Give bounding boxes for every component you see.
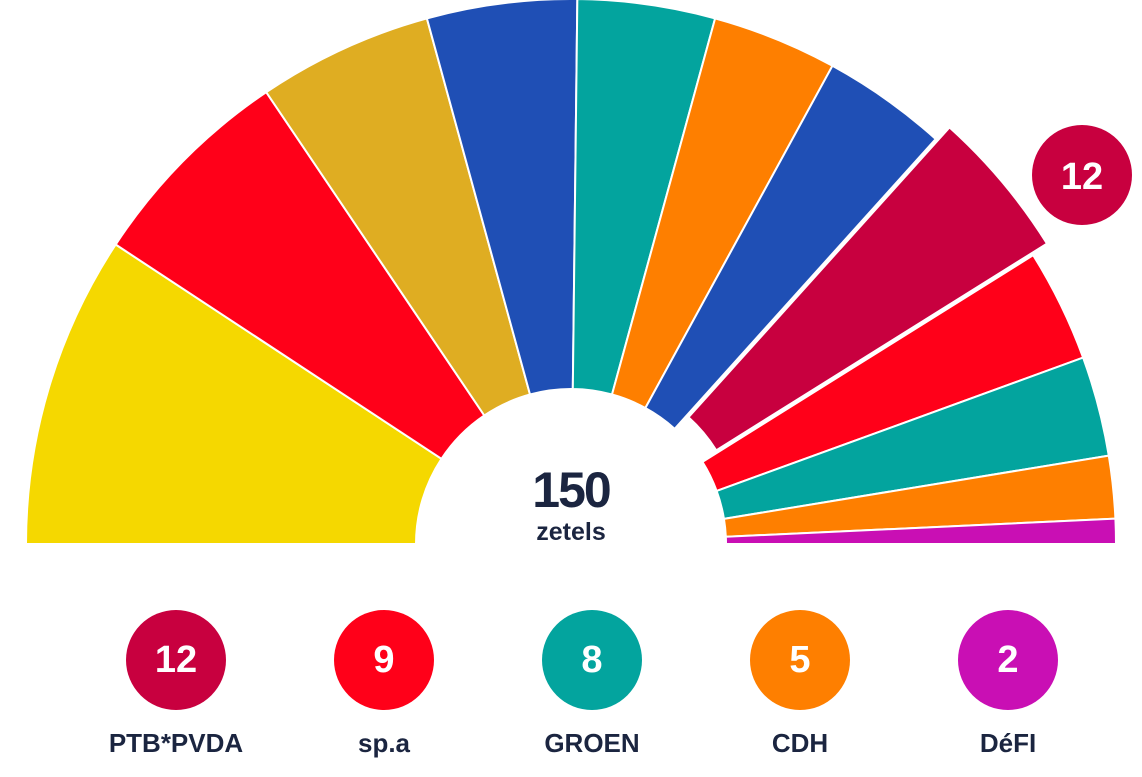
seat-segment-4 xyxy=(425,0,579,396)
legend-label: CDH xyxy=(771,728,829,758)
total-seats: 150 xyxy=(532,462,611,518)
legend-item-ptb-pvda: 12 PTB*PVDA xyxy=(86,610,266,759)
legend-label: sp.a xyxy=(357,728,411,758)
seat-segment-2 xyxy=(114,90,486,461)
legend-badge: 12 xyxy=(126,610,226,710)
legend-badge: 9 xyxy=(334,610,434,710)
seat-segment-8 xyxy=(687,126,1049,452)
callout-badge xyxy=(1032,125,1132,225)
legend-label: DéFI xyxy=(979,728,1037,758)
legend-item-cdh: 5 CDH xyxy=(710,610,890,759)
seat-segment-12 xyxy=(724,517,1118,545)
legend-item-spa: 9 sp.a xyxy=(294,610,474,759)
seat-segments xyxy=(24,0,1118,545)
legend-badge: 5 xyxy=(750,610,850,710)
legend-item-groen: 8 GROEN xyxy=(502,610,682,759)
seat-segment-7 xyxy=(643,64,938,431)
highlight-callout: 12 xyxy=(1032,125,1132,225)
legend-label: GROEN xyxy=(544,728,640,758)
legend-item-defi: 2 DéFI xyxy=(918,610,1098,759)
legend-badge: 8 xyxy=(542,610,642,710)
seat-segment-3 xyxy=(264,17,532,417)
legend-label: PTB*PVDA xyxy=(108,728,244,758)
callout-value: 12 xyxy=(1061,156,1103,198)
total-unit: zetels xyxy=(536,518,606,546)
seat-segment-1 xyxy=(24,243,443,545)
legend-badge: 2 xyxy=(958,610,1058,710)
